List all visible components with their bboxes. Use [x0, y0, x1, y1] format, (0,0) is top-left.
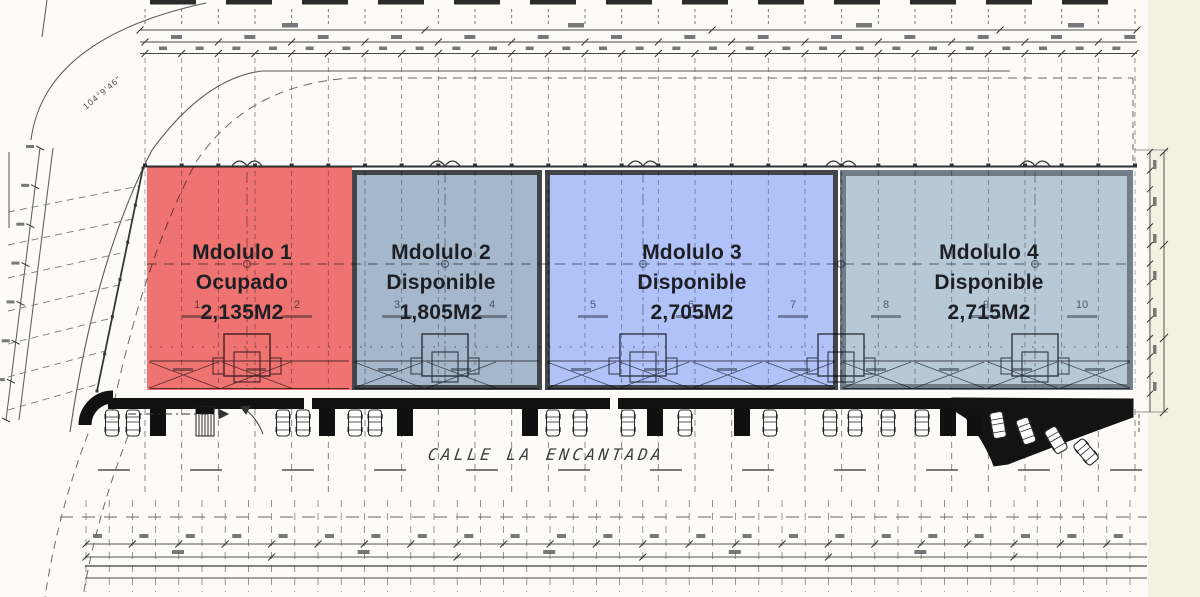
module-4-label: Mdolulo 4 Disponible 2,715M2: [879, 238, 1099, 328]
module-3-label: Mdolulo 3 Disponible 2,705M2: [582, 238, 802, 328]
street-name-label: CALLE LA ENCANTADA: [426, 445, 666, 464]
module-overlay-1: [147, 167, 352, 390]
module-overlay-3: [545, 170, 838, 390]
module-2-area: 1,805M2: [399, 301, 483, 324]
module-overlay-4: [840, 170, 1133, 390]
module-1-label: Mdolulo 1 Ocupado 2,135M2: [132, 238, 352, 328]
module-overlays: [147, 167, 1133, 390]
module-4-status: Disponible: [934, 271, 1044, 294]
module-3-area: 2,705M2: [650, 301, 734, 324]
plan-foreground: [44, 147, 1169, 597]
module-2-status: Disponible: [386, 271, 496, 294]
page-margin: [1148, 0, 1200, 597]
module-2-label: Mdolulo 2 Disponible 1,805M2: [331, 238, 551, 328]
module-overlay-2: [352, 170, 542, 390]
module-2-name: Mdolulo 2: [391, 241, 491, 264]
module-1-area: 2,135M2: [200, 301, 284, 324]
module-4-name: Mdolulo 4: [939, 241, 1039, 264]
module-1-name: Mdolulo 1: [192, 241, 292, 264]
module-4-area: 2,715M2: [947, 301, 1031, 324]
module-1-status: Ocupado: [195, 271, 289, 294]
module-3-name: Mdolulo 3: [642, 241, 742, 264]
module-3-status: Disponible: [637, 271, 747, 294]
